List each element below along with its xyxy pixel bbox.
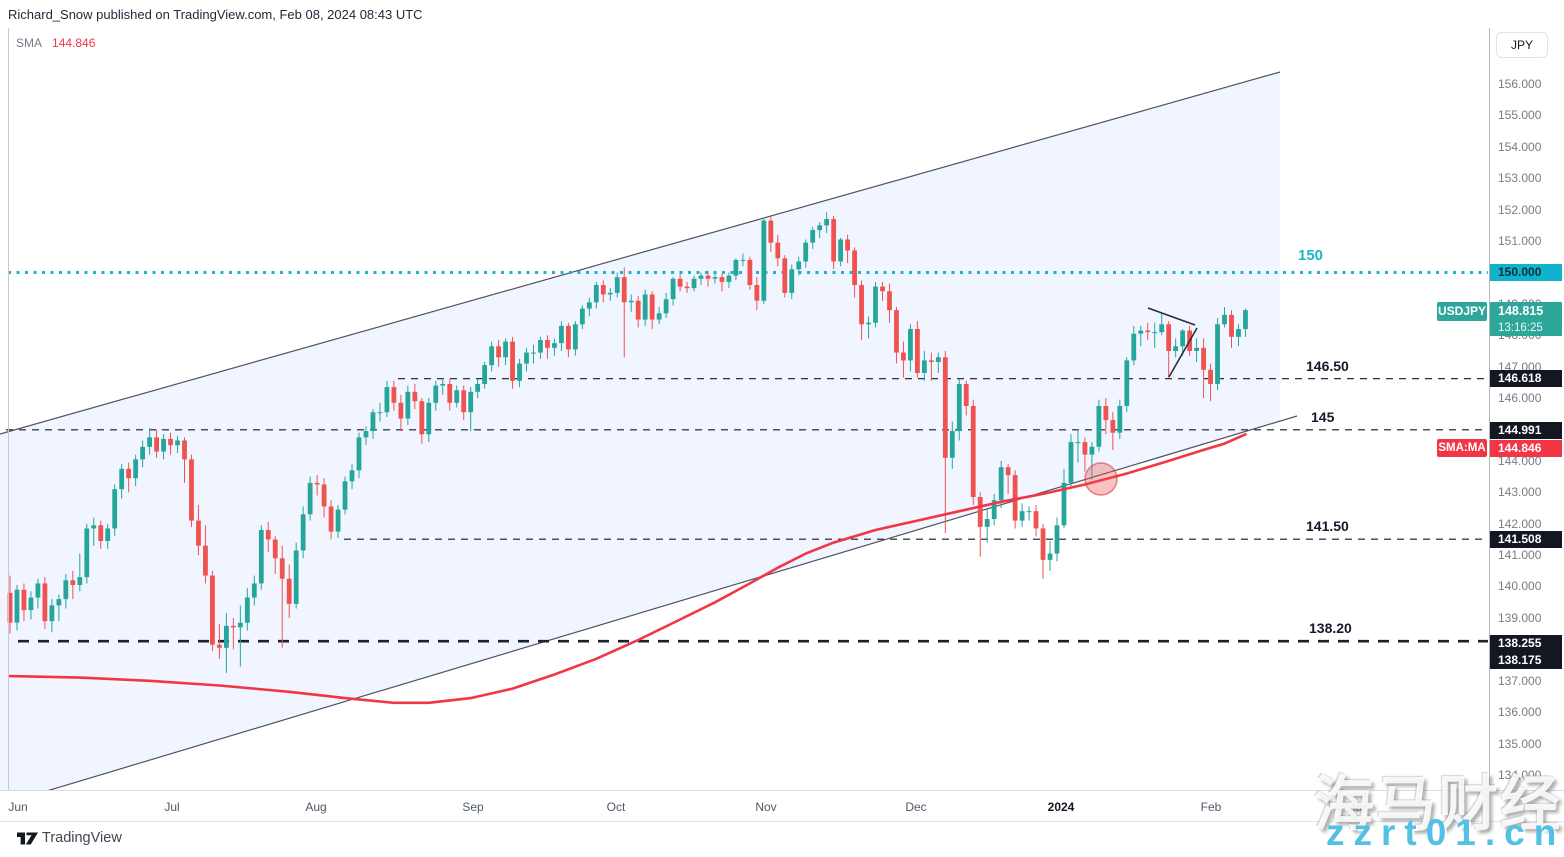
price-tick-153.000: 153.000 [1498,171,1542,185]
candlestick-chart-canvas[interactable] [0,28,1489,790]
current-price-label: 148.815 13:16:25 [1490,302,1562,336]
month-label-Mar: Mar [1345,800,1367,814]
price-tick-139.000: 139.000 [1498,611,1542,625]
footer: TradingView [0,823,1564,857]
month-label-Feb: Feb [1200,800,1222,814]
price-tick-135.000: 135.000 [1498,737,1542,751]
price-tick-140.000: 140.000 [1498,579,1542,593]
price-axis-border [1489,28,1490,822]
channel-upper-trendline[interactable] [0,71,1281,435]
price-tick-146.000: 146.000 [1498,391,1542,405]
month-label-2024: 2024 [1047,800,1075,814]
sma-line[interactable] [8,432,1247,705]
price-tick-143.000: 143.000 [1498,485,1542,499]
price-level-label-138.255: 138.255 [1490,635,1562,652]
indicator-value: 144.846 [52,36,96,50]
price-tick-155.000: 155.000 [1498,108,1542,122]
channel-lower-trendline[interactable] [0,415,1298,790]
wedge-annotation-line-2[interactable] [1168,327,1198,378]
trend-channel-fill [0,72,1280,790]
symbol-price-tag: USDJPY [1437,302,1487,321]
chart-pane[interactable]: SMA 144.846 150 146.50 145 141.50 138.20 [0,28,1489,790]
indicator-legend[interactable]: SMA 144.846 [16,36,95,50]
price-level-label-144.846: 144.846 [1490,440,1562,457]
month-label-Jun: Jun [8,800,28,814]
level-label-138.20: 138.20 [1309,620,1352,637]
tradingview-logo-icon[interactable] [17,831,39,846]
level-label-141.50: 141.50 [1306,518,1349,535]
price-tick-136.000: 136.000 [1498,705,1542,719]
price-tick-137.000: 137.000 [1498,674,1542,688]
price-level-label-150.000: 150.000 [1490,264,1562,281]
level-label-145: 145 [1311,408,1335,425]
price-tick-154.000: 154.000 [1498,140,1542,154]
price-level-label-141.508: 141.508 [1490,531,1562,548]
currency-toggle-button[interactable]: JPY [1496,32,1548,58]
price-level-label-138.175: 138.175 [1490,652,1562,669]
wedge-annotation-line-1[interactable] [1147,307,1196,326]
price-tick-134.000: 134.000 [1498,768,1542,782]
price-level-label-144.991: 144.991 [1490,422,1562,439]
pane-left-border [8,28,9,790]
indicator-name: SMA [16,36,43,50]
month-label-Dec: Dec [905,800,927,814]
month-label-Jul: Jul [164,800,180,814]
candles [7,212,1248,673]
price-tick-142.000: 142.000 [1498,517,1542,531]
month-label-Aug: Aug [305,800,327,814]
month-label-Nov: Nov [755,800,777,814]
month-label-Oct: Oct [606,800,626,814]
level-label-146.50: 146.50 [1306,357,1349,374]
price-tick-152.000: 152.000 [1498,203,1542,217]
price-tick-144.000: 144.000 [1498,454,1542,468]
level-label-150: 150 [1298,247,1324,265]
price-tick-151.000: 151.000 [1498,234,1542,248]
price-tick-141.000: 141.000 [1498,548,1542,562]
header: Richard_Snow published on TradingView.co… [0,0,1564,28]
bar-countdown: 13:16:25 [1498,322,1543,334]
sma-ma-tag: SMA:MA [1437,439,1487,457]
highlight-circle-annotation[interactable] [1084,462,1118,496]
time-axis[interactable]: Jun Jul Aug Sep Oct Nov Dec 2024 Feb Mar [0,790,1564,822]
tradingview-brand[interactable]: TradingView [42,830,122,846]
price-level-label-146.618: 146.618 [1490,370,1562,387]
price-axis[interactable]: JPY 156.000 155.000 154.000 153.000 152.000 1… [1490,28,1564,790]
current-price-value: 148.815 [1498,304,1544,318]
month-label-Sep: Sep [462,800,484,814]
price-tick-156.000: 156.000 [1498,77,1542,91]
publish-byline: Richard_Snow published on TradingView.co… [8,7,423,22]
